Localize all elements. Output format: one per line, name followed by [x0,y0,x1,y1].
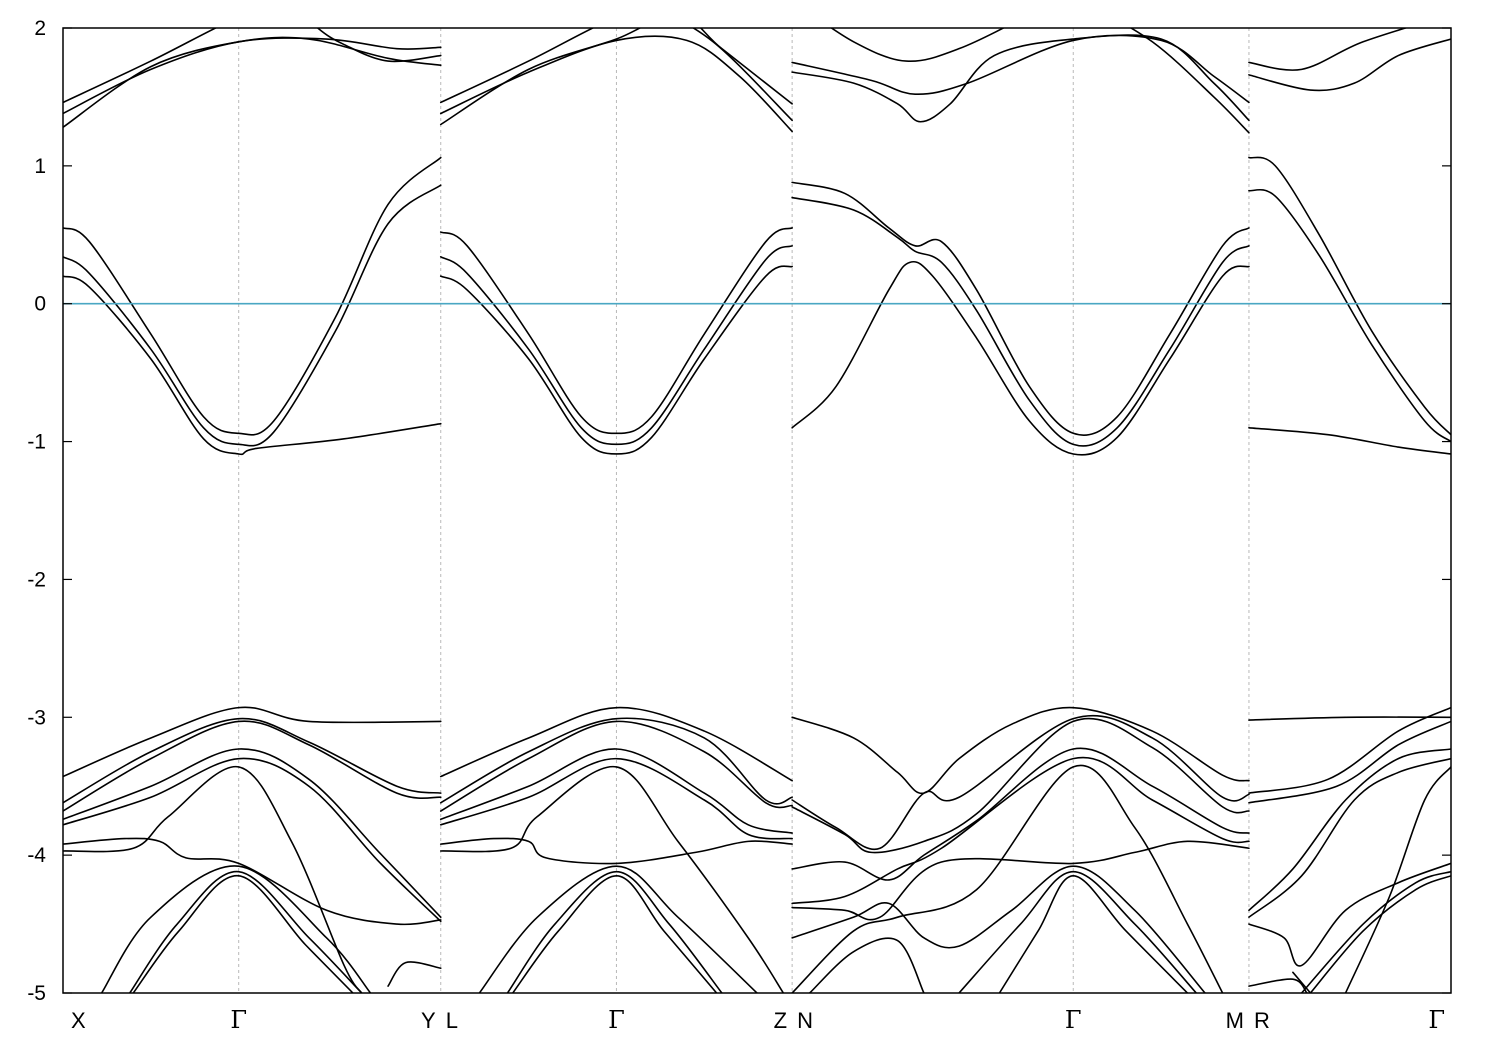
ytick-label-0: 2 [34,17,46,40]
high-symmetry-marker-layer [238,28,1250,993]
band-line-50 [808,937,925,993]
kpoint-label-2: Y [421,1008,436,1033]
band-line-2 [63,36,442,129]
band-line-47 [791,840,1250,921]
band-line-34 [511,875,718,993]
band-line-26 [439,717,793,805]
band-line-12 [63,837,442,926]
band-line-19 [439,35,793,133]
band-line-18 [439,28,595,104]
band-line-48 [791,764,1224,993]
kpoint-label-9: R [1254,1008,1270,1033]
ytick-label-6: -4 [27,844,46,867]
band-line-15 [128,870,363,993]
band-line-32 [478,865,758,993]
band-line-21 [691,28,793,122]
kpoint-label-0: X [71,1008,86,1033]
band-line-29 [439,757,793,840]
band-line-4 [63,156,442,436]
band-line-45 [791,747,1250,881]
kpoint-label-4: Γ [608,1006,625,1034]
band-line-66 [1300,870,1451,993]
band-line-55 [1248,156,1451,436]
band-line-3 [316,28,442,63]
kpoint-label-10: Γ [1428,1006,1445,1034]
band-line-61 [1248,748,1451,912]
kpoint-label-6: N [797,1008,813,1033]
ytick-label-7: -5 [27,982,46,1005]
band-line-35 [829,28,1006,63]
band-line-5 [63,184,442,447]
band-line-43 [791,714,1250,851]
kpoint-label-8: M [1226,1008,1244,1033]
band-lines-layer [63,28,1451,993]
band-line-17 [387,961,442,987]
band-line-33 [506,870,723,993]
band-line-39 [791,181,1250,436]
band-line-27 [439,720,793,812]
band-line-46 [791,756,1250,905]
band-line-9 [63,720,442,812]
band-line-49 [791,865,1206,993]
band-line-40 [791,196,1250,447]
band-line-16 [132,875,354,993]
axis-layer [62,27,1452,994]
kpoint-label-5: Z [774,1008,787,1033]
band-line-51 [958,870,1198,993]
band-line-63 [1248,862,1451,967]
kpoint-label-3: L [446,1008,458,1033]
band-line-67 [1309,875,1451,993]
band-line-6 [63,275,442,456]
band-line-36 [791,34,1250,104]
band-line-65 [1292,971,1312,993]
ytick-label-2: 0 [34,293,46,316]
band-line-38 [1129,28,1250,134]
band-line-14 [100,865,372,993]
band-line-41 [791,260,1250,456]
band-line-62 [1248,757,1451,918]
kpoint-label-1: Γ [230,1006,247,1034]
ytick-label-1: 1 [34,155,46,178]
band-line-8 [63,717,442,804]
band-line-25 [439,706,793,782]
band-line-42 [791,706,1250,795]
ytick-label-4: -2 [27,568,46,591]
band-line-37 [791,34,1250,123]
band-line-54 [1248,38,1451,92]
band-line-31 [439,766,785,993]
band-line-11 [63,757,442,923]
ytick-label-5: -3 [27,706,46,729]
band-line-7 [63,706,442,778]
band-line-0 [63,28,218,104]
band-line-10 [63,748,442,918]
band-line-60 [1248,720,1451,804]
band-line-28 [439,748,793,834]
band-line-52 [998,875,1189,993]
band-line-44 [791,717,1250,854]
band-line-56 [1248,188,1451,443]
band-line-23 [439,245,793,446]
band-line-24 [439,265,793,455]
ytick-label-3: -1 [27,431,46,454]
tick-label-layer: 2 1 0 -1 -2 -3 -4 -5 X Γ Y L Γ Z N Γ M R Γ [27,17,1445,1034]
band-line-68 [1344,766,1451,993]
plot-frame [62,27,1452,994]
band-line-13 [63,766,363,993]
band-line-53 [1248,28,1409,71]
band-line-57 [1248,426,1451,455]
band-line-59 [1248,706,1451,794]
band-line-64 [1248,978,1308,993]
band-line-30 [439,837,793,865]
kpoint-label-7: Γ [1065,1006,1082,1034]
band-line-22 [439,227,793,435]
